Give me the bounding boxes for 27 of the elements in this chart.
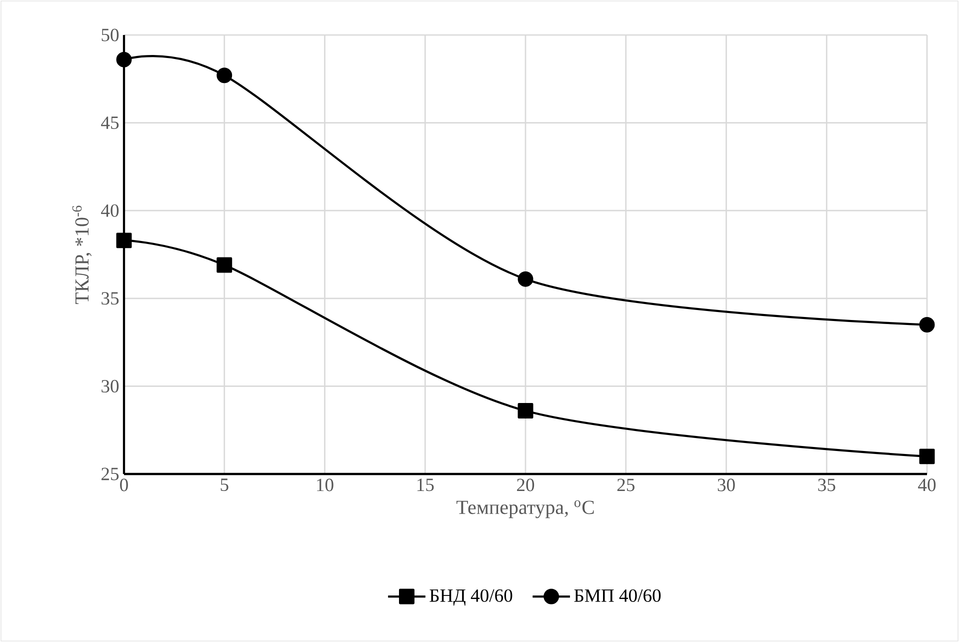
x-tick-label: 20 <box>517 478 534 492</box>
legend-label: БМП 40/60 <box>574 589 661 602</box>
point <box>518 403 534 419</box>
point <box>116 52 132 68</box>
y-axis-title: ТКЛР, *10$^{-6}$ <box>72 206 92 304</box>
x-tick-label: 5 <box>220 478 228 492</box>
x-tick-label: 10 <box>317 478 334 492</box>
x-tick-label: 15 <box>417 478 434 492</box>
point <box>216 68 232 84</box>
point <box>216 257 232 273</box>
x-tick-label: 0 <box>120 478 128 492</box>
x-tick-label: 35 <box>818 478 836 492</box>
y-tick-label: 35 <box>102 292 119 305</box>
x-tick-label: 30 <box>718 478 735 492</box>
y-tick-label: 45 <box>101 116 119 130</box>
y-tick-label: 25 <box>102 468 119 480</box>
x-tick-label: 25 <box>617 478 634 492</box>
y-tick-label: 40 <box>101 204 119 217</box>
point <box>116 232 132 248</box>
x-axis-title: Температура, $^{o}$C <box>456 500 594 518</box>
y-tick-label: 50 <box>102 28 119 42</box>
point <box>919 448 935 464</box>
legend-label: БНД 40/60 <box>430 589 512 606</box>
x-tick-label: 40 <box>918 478 936 492</box>
point <box>919 317 935 332</box>
y-tick-label: 30 <box>102 380 119 392</box>
point <box>518 271 534 287</box>
